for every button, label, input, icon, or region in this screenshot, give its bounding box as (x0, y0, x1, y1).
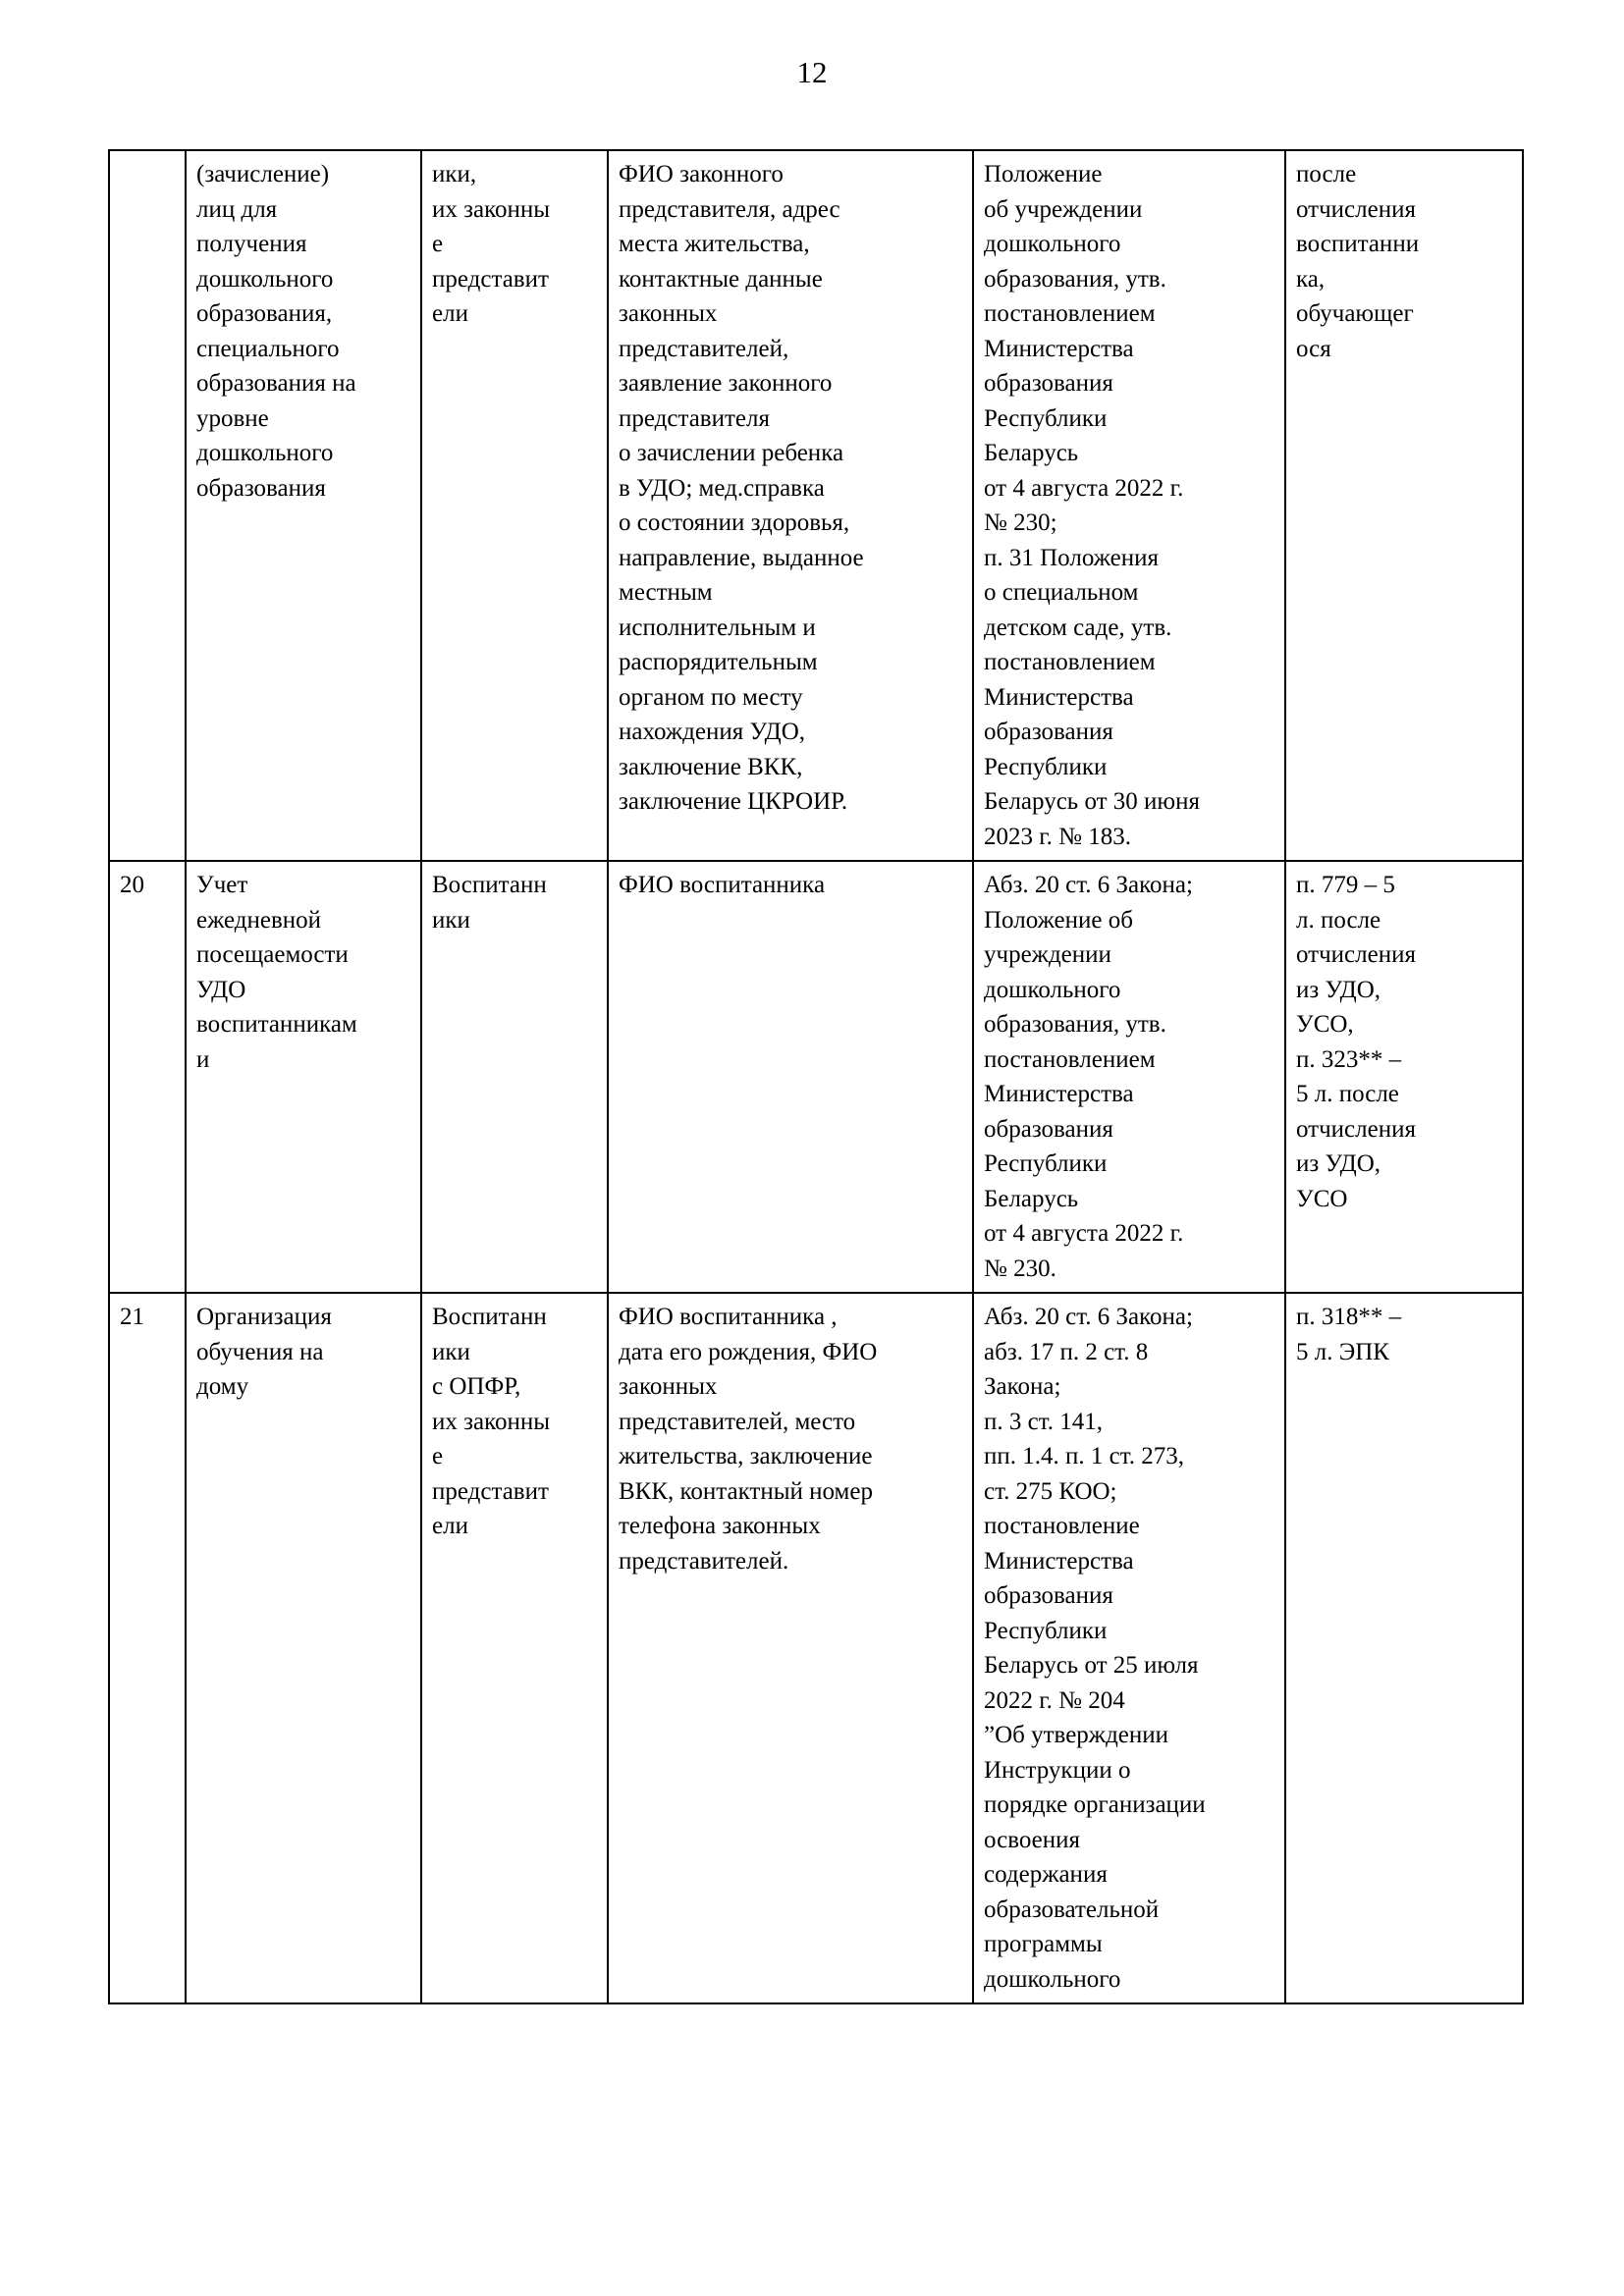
row-term-cell: п. 779 – 5 л. после отчисления из УДО, У… (1284, 860, 1524, 1294)
row-data-cell: ФИО законного представителя, адрес места… (607, 149, 974, 862)
row-basis-cell: Абз. 20 ст. 6 Закона; Положение об учреж… (972, 860, 1286, 1294)
row-subject: Воспитанн ики с ОПФР, их законны е предс… (432, 1304, 551, 1539)
records-table: (зачисление) лиц для получения дошкольно… (108, 149, 1524, 2004)
row-number-cell: 20 (108, 860, 187, 1294)
row-basis-cell: Положение об учреждении дошкольного обра… (972, 149, 1286, 862)
row-subject-cell: Воспитанн ики с ОПФР, их законны е предс… (420, 1292, 609, 2004)
row-subject-cell: Воспитанн ики (420, 860, 609, 1294)
row-data-cell: ФИО воспитанника , дата его рождения, ФИ… (607, 1292, 974, 2004)
row-basis: Положение об учреждении дошкольного обра… (984, 161, 1200, 850)
row-data: ФИО воспитанника (619, 872, 826, 898)
row-term-cell: п. 318** – 5 л. ЭПК (1284, 1292, 1524, 2004)
row-subject: Воспитанн ики (432, 872, 547, 934)
row-basis: Абз. 20 ст. 6 Закона; абз. 17 п. 2 ст. 8… (984, 1304, 1206, 1993)
row-data: ФИО воспитанника , дата его рождения, ФИ… (619, 1304, 878, 1575)
row-basis-cell: Абз. 20 ст. 6 Закона; абз. 17 п. 2 ст. 8… (972, 1292, 1286, 2004)
table-row: 20 Учет ежедневной посещаемости УДО восп… (108, 860, 1524, 1294)
table-row: (зачисление) лиц для получения дошкольно… (108, 149, 1524, 862)
row-name: (зачисление) лиц для получения дошкольно… (196, 161, 356, 502)
row-term-cell: после отчисления воспитанни ка, обучающе… (1284, 149, 1524, 862)
row-subject-cell: ики, их законны е представит ели (420, 149, 609, 862)
row-number: 20 (120, 872, 144, 898)
row-number: 21 (120, 1304, 144, 1330)
row-number-cell: 21 (108, 1292, 187, 2004)
table-body: (зачисление) лиц для получения дошкольно… (108, 149, 1524, 2004)
row-subject: ики, их законны е представит ели (432, 161, 551, 327)
row-basis: Абз. 20 ст. 6 Закона; Положение об учреж… (984, 872, 1193, 1282)
row-name: Организация обучения на дому (196, 1304, 332, 1400)
row-term: п. 779 – 5 л. после отчисления из УДО, У… (1296, 872, 1416, 1212)
row-name-cell: (зачисление) лиц для получения дошкольно… (185, 149, 422, 862)
row-name-cell: Учет ежедневной посещаемости УДО воспита… (185, 860, 422, 1294)
table-row: 21 Организация обучения на дому Воспитан… (108, 1292, 1524, 2004)
row-data: ФИО законного представителя, адрес места… (619, 161, 864, 815)
row-name-cell: Организация обучения на дому (185, 1292, 422, 2004)
row-name: Учет ежедневной посещаемости УДО воспита… (196, 872, 357, 1073)
page-number: 12 (796, 55, 828, 89)
row-data-cell: ФИО воспитанника (607, 860, 974, 1294)
row-term: после отчисления воспитанни ка, обучающе… (1296, 161, 1420, 362)
row-term: п. 318** – 5 л. ЭПК (1296, 1304, 1402, 1365)
row-number-cell (108, 149, 187, 862)
